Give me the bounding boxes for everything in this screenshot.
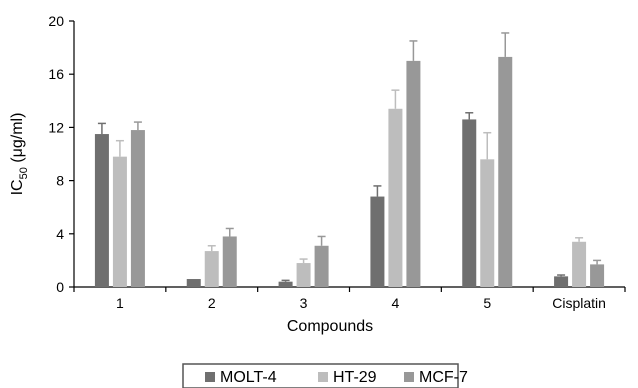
bar-mcf-7 (498, 56, 513, 287)
y-axis-title: IC50 (μg/ml) (9, 113, 30, 196)
y-axis-title-rest: (μg/ml) (9, 113, 26, 168)
x-axis-title: Compounds (287, 318, 373, 335)
x-tick-label: 4 (392, 295, 400, 311)
bar-mcf-7 (406, 60, 421, 288)
y-axis-title-main: IC (9, 179, 26, 195)
bar-ht-29 (572, 241, 587, 287)
bar-ht-29 (388, 108, 403, 287)
legend-border (182, 363, 459, 388)
legend-swatch (205, 372, 215, 382)
y-axis-title-sub: 50 (18, 167, 30, 179)
y-tick-label: 4 (56, 226, 64, 242)
x-tick-label: Cisplatin (552, 295, 606, 311)
x-tick-label: 3 (300, 295, 308, 311)
legend-swatch (318, 372, 328, 382)
y-tick-label: 12 (48, 119, 64, 135)
y-tick-label: 0 (56, 279, 64, 295)
bar-molt-4 (370, 196, 385, 287)
bar-ht-29 (204, 251, 219, 287)
legend-label: MOLT-4 (220, 369, 277, 386)
y-tick-label: 8 (56, 173, 64, 189)
legend-label: MCF-7 (419, 369, 468, 386)
bar-molt-4 (554, 276, 569, 287)
bar-mcf-7 (314, 245, 329, 287)
x-tick-label: 2 (208, 295, 216, 311)
x-tick-label: 1 (116, 295, 124, 311)
bar-molt-4 (278, 281, 293, 287)
bar-mcf-7 (222, 236, 237, 287)
legend-label: HT-29 (333, 369, 377, 386)
bar-molt-4 (462, 119, 477, 287)
legend: MOLT-4 HT-29 MCF-7 (182, 363, 468, 388)
bar-molt-4 (186, 279, 201, 287)
bar-molt-4 (94, 134, 109, 287)
x-tick-label: 5 (483, 295, 491, 311)
y-tick-label: 20 (48, 13, 64, 29)
bar-mcf-7 (130, 130, 145, 287)
bar-mcf-7 (590, 264, 605, 287)
legend-swatch (404, 372, 414, 382)
svg-text:IC50 (μg/ml): IC50 (μg/ml) (9, 113, 30, 196)
bar-ht-29 (296, 263, 311, 287)
bar-ht-29 (480, 159, 495, 287)
y-tick-label: 16 (48, 66, 64, 82)
bar-ht-29 (112, 156, 127, 287)
